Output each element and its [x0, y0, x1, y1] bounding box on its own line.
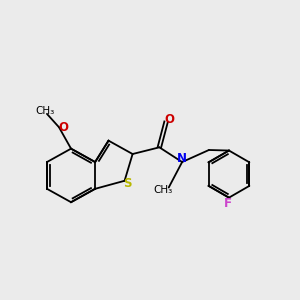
Text: F: F	[224, 197, 232, 210]
Text: N: N	[177, 152, 187, 164]
Text: S: S	[124, 178, 132, 190]
Text: CH₃: CH₃	[35, 106, 54, 116]
Text: O: O	[59, 121, 69, 134]
Text: CH₃: CH₃	[153, 184, 172, 195]
Text: O: O	[164, 113, 174, 126]
